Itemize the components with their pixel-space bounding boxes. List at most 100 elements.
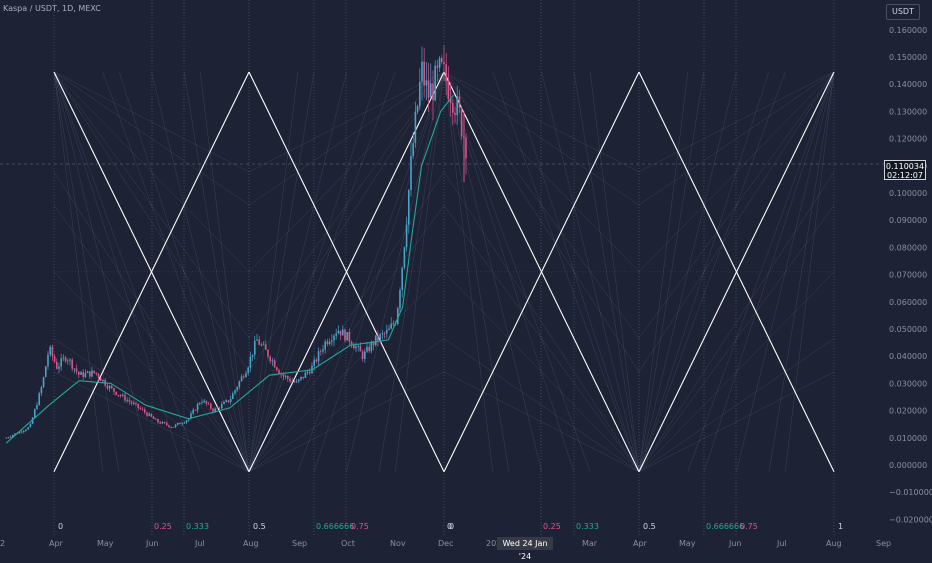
candle-body [205,400,208,404]
time-tick-label: Aug [243,539,259,548]
fan-ray [638,71,705,472]
candle-body [379,334,381,341]
candle-body [99,378,102,382]
fan-ray [443,171,640,472]
fan-ray [638,371,835,473]
candle-body [40,387,43,394]
candle-body [361,351,364,359]
chart-background [0,0,932,550]
candle-body [207,403,210,405]
candle-body [11,434,14,437]
candle-body [128,400,131,402]
candle-body [192,409,194,414]
candle-body [401,267,403,291]
candle-body [113,388,115,392]
fan-ray [53,71,250,372]
candle-body [157,419,159,423]
candle-body [132,403,135,404]
candle-body [38,393,40,405]
time-tick-label: Dec [438,539,453,548]
candle-body [313,359,315,366]
candle-body [438,58,441,68]
time-tick-label: Jun [728,539,742,548]
candle-body [185,420,188,423]
candle-body [117,394,120,396]
candle-body [269,356,271,362]
fan-ray [443,271,640,472]
candle-body [427,80,430,98]
candle-body [416,105,419,112]
candle-body [27,427,29,430]
candle-body [187,418,190,421]
time-tick-label: Mar [582,539,598,548]
fan-level-label: 0.75 [351,522,369,531]
candle-body [322,349,324,352]
candle-body [445,64,447,82]
candle-body [256,339,258,341]
candle-body [423,61,425,86]
fan-ray [638,71,770,472]
candle-body [451,103,454,113]
time-tick-label: 202 [486,539,501,548]
candle-body [163,422,166,424]
candle-body [84,373,87,378]
time-tick-label: May [97,539,114,548]
candle-body [22,430,25,432]
candle-body [264,344,267,350]
candle-body [152,416,155,419]
candle-body [339,330,342,336]
currency-button[interactable]: USDT [886,4,920,20]
candle-body [295,381,298,383]
candle-body [465,137,467,159]
candle-body [388,328,390,331]
moving-average-path [5,94,454,444]
candle-body [88,371,91,377]
candle-body [359,345,362,352]
candle-body [319,351,322,353]
candle-body [315,359,318,362]
price-axis[interactable]: 0.160000 0.150000 0.140000 0.130000 0.120000… [889,26,932,525]
candle-body [260,344,263,346]
fan-ray [53,338,250,473]
candle-body [443,61,445,65]
candle-body [350,341,353,346]
candle-body [209,403,212,409]
fan-ray [248,71,445,372]
candle-body [126,400,128,401]
candle-body [29,423,32,428]
candle-body [9,436,12,438]
candle-body [308,371,311,374]
fan-ray [638,71,737,472]
candle-body [326,341,329,345]
candle-body [62,357,65,359]
chart-canvas[interactable]: 0.160000 0.150000 0.140000 0.130000 0.120000… [0,0,932,550]
time-tick-label: 2 [0,539,5,548]
fan-ray [541,71,640,472]
candle-body [216,407,219,409]
candle-body [418,81,421,106]
fan-level-label: 0.25 [154,522,172,531]
fan-ray [573,71,640,472]
fan-ray [53,205,250,472]
fan-ray [200,71,250,472]
time-tick-label: Jul [194,539,205,548]
candle-body [363,351,366,359]
candle-body [143,409,146,413]
time-tick-label: Oct [341,539,355,548]
price-tick-label: 0.060000 [889,298,927,307]
candle-body [231,393,234,400]
candle-body [434,65,436,101]
fan-ray [248,71,445,206]
fan-ray [443,71,542,472]
candle-body [190,413,192,419]
time-axis[interactable]: 2 Apr May Jun Jul Aug Sep Oct Nov Dec 202 Mar Apr May… [0,539,891,548]
candle-body [18,431,21,434]
fan-ray [687,71,835,472]
fan-ray [785,71,835,472]
candle-body [146,412,148,416]
candle-body [36,404,38,410]
candle-body [366,346,368,352]
candle-body [432,83,434,101]
candle-body [238,381,241,388]
